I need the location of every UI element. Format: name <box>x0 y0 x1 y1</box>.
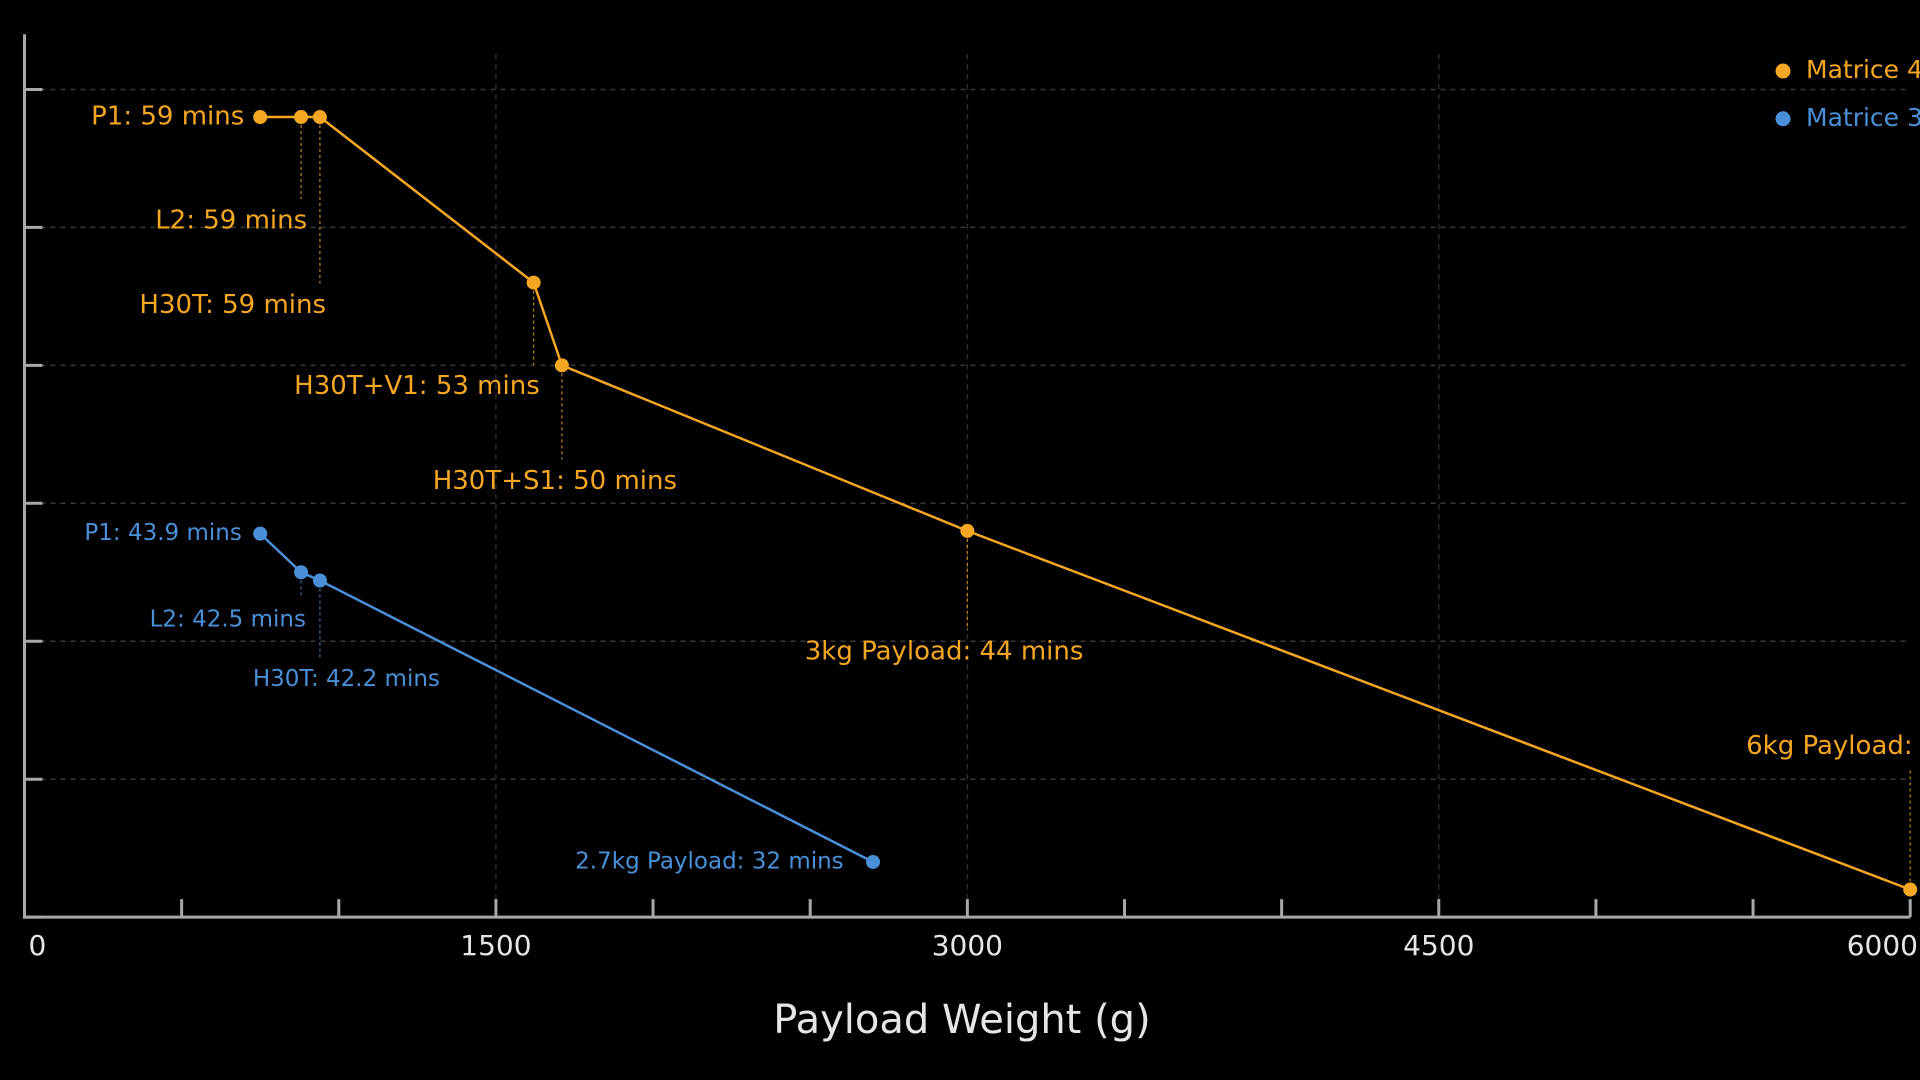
data-label: 3kg Payload: 44 mins <box>805 637 1084 667</box>
data-label: H30T+V1: 53 mins <box>294 371 540 401</box>
legend-label: Matrice 3 <box>1806 103 1920 132</box>
data-point <box>294 565 309 580</box>
data-label: 2.7kg Payload: 32 mins <box>575 848 844 874</box>
data-point <box>253 526 268 541</box>
x-tick-label: 3000 <box>932 929 1003 962</box>
data-point <box>312 110 327 125</box>
x-tick-label: 0 <box>28 929 46 962</box>
data-label: H30T+S1: 50 mins <box>433 466 677 496</box>
legend-marker <box>1775 111 1791 127</box>
data-point <box>312 573 327 588</box>
x-tick-label: 4500 <box>1403 929 1474 962</box>
series-line <box>259 532 874 864</box>
legend-label: Matrice 4 <box>1806 55 1920 84</box>
data-point <box>866 854 881 869</box>
legend-marker <box>1775 63 1791 79</box>
data-point <box>253 110 268 125</box>
data-label: L2: 59 mins <box>155 206 307 236</box>
data-point <box>294 110 309 125</box>
data-point <box>960 523 975 538</box>
data-label: L2: 42.5 mins <box>150 607 306 633</box>
data-label: P1: 59 mins <box>91 102 244 132</box>
x-tick-label: 1500 <box>460 929 531 962</box>
data-label: P1: 43.9 mins <box>84 520 241 546</box>
data-point <box>1903 882 1918 897</box>
data-label: 6kg Payload: <box>1746 731 1913 761</box>
data-point <box>526 275 541 290</box>
data-label: H30T: 59 mins <box>139 290 326 320</box>
x-tick-label: 6000 <box>1847 929 1918 962</box>
data-point <box>554 358 569 373</box>
x-axis-title: Payload Weight (g) <box>773 997 1150 1043</box>
data-label: H30T: 42.2 mins <box>253 666 440 692</box>
